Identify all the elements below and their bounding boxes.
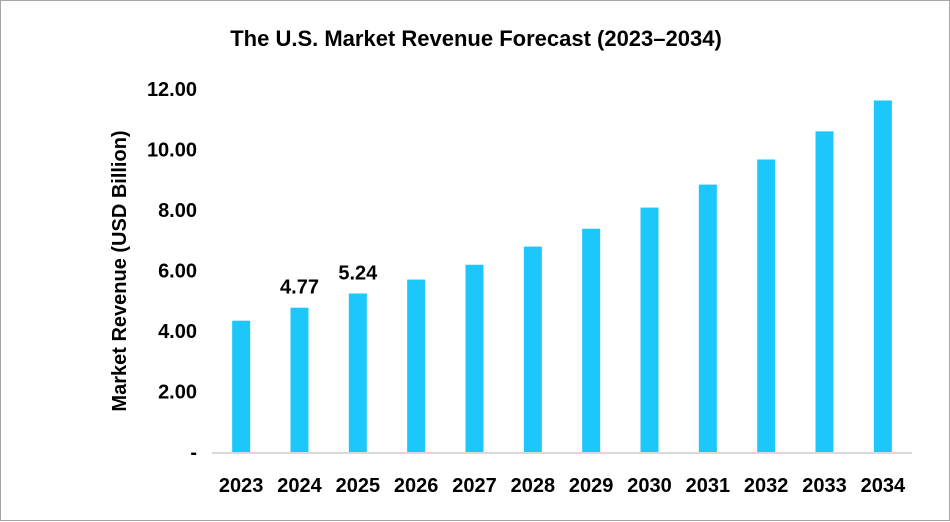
bar-2026	[407, 279, 426, 452]
bar-2027	[465, 264, 484, 452]
x-tick-label: 2033	[802, 475, 847, 497]
bar-2031	[698, 184, 717, 452]
x-tick-label: 2028	[511, 475, 556, 497]
x-tick-label: 2034	[861, 475, 906, 497]
bar-2029	[582, 228, 601, 452]
data-label: 4.77	[280, 277, 319, 299]
x-tick-label: 2029	[569, 475, 614, 497]
x-tick-label: 2023	[219, 475, 264, 497]
bar-2030	[640, 207, 659, 452]
bar-2024	[290, 307, 309, 452]
x-tick-label: 2032	[744, 475, 789, 497]
bar-2033	[815, 131, 834, 452]
x-tick-label: 2030	[627, 475, 672, 497]
y-tick-label: 4.00	[158, 321, 197, 343]
chart-title: The U.S. Market Revenue Forecast (2023–2…	[230, 26, 722, 51]
x-tick-label: 2024	[277, 475, 322, 497]
bar-2023	[232, 320, 251, 452]
x-tick-label: 2031	[686, 475, 731, 497]
x-tick-label: 2025	[336, 475, 381, 497]
x-tick-label: 2026	[394, 475, 439, 497]
data-label: 5.24	[338, 262, 378, 284]
bar-2025	[348, 293, 367, 452]
y-tick-label: 6.00	[158, 261, 197, 283]
y-tick-label: 12.00	[147, 79, 197, 101]
bar-2034	[873, 100, 892, 453]
y-tick-label: -	[190, 442, 197, 464]
bar-2032	[757, 159, 776, 453]
y-tick-label: 8.00	[158, 200, 197, 222]
y-axis-label: Market Revenue (USD Billion)	[109, 130, 131, 411]
bar-2028	[523, 246, 542, 452]
y-tick-label: 10.00	[147, 140, 197, 162]
y-tick-label: 2.00	[158, 382, 197, 404]
x-tick-label: 2027	[452, 475, 497, 497]
